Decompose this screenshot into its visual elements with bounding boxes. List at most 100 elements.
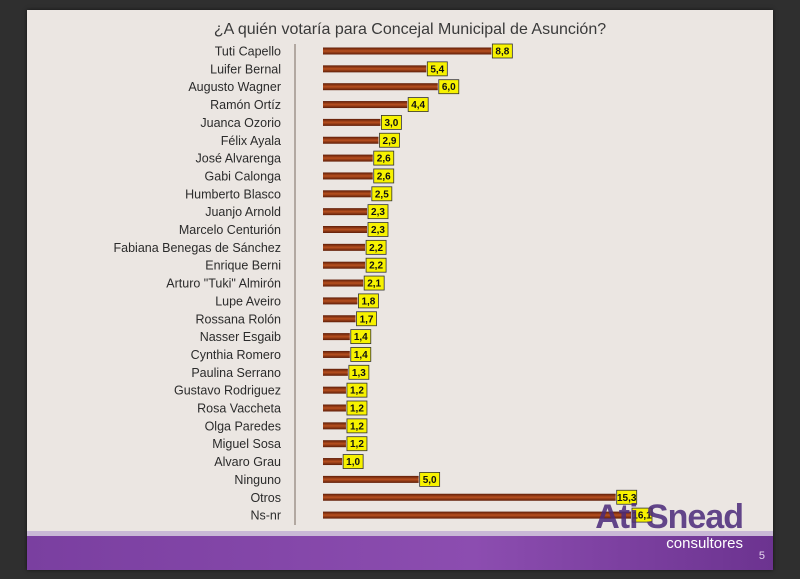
value-label-box bbox=[491, 43, 513, 59]
category-label: Nasser Esgaib bbox=[200, 330, 281, 344]
value-label-box bbox=[631, 507, 653, 523]
bar bbox=[323, 333, 350, 341]
category-label: José Alvarenga bbox=[196, 152, 282, 166]
value-label-box bbox=[616, 489, 638, 505]
bar bbox=[323, 261, 366, 269]
bar bbox=[323, 47, 492, 55]
category-label: Ninguno bbox=[234, 473, 281, 487]
category-label: Rosa Vaccheta bbox=[197, 402, 281, 416]
value-label-box bbox=[365, 257, 387, 273]
value-label-box bbox=[346, 400, 368, 416]
category-label: Lupe Aveiro bbox=[215, 294, 281, 308]
value-label: 2,2 bbox=[369, 243, 383, 254]
value-label-box bbox=[358, 293, 379, 309]
value-label: 8,8 bbox=[495, 47, 509, 58]
value-label: 1,0 bbox=[346, 457, 360, 468]
bar bbox=[323, 243, 366, 251]
bar bbox=[323, 101, 408, 109]
value-label-box bbox=[363, 275, 385, 291]
category-label: Gustavo Rodriguez bbox=[174, 384, 281, 398]
bar-chart: ¿A quién votaría para Concejal Municipal… bbox=[114, 21, 653, 525]
value-label: 2,1 bbox=[367, 279, 381, 290]
category-label: Juanca Ozorio bbox=[200, 116, 281, 130]
category-label: Ns-nr bbox=[250, 509, 281, 523]
value-label: 2,2 bbox=[369, 261, 383, 272]
value-label: 2,9 bbox=[383, 136, 397, 147]
bar bbox=[323, 154, 373, 162]
category-label: Arturo "Tuki" Almirón bbox=[166, 277, 281, 291]
value-label-box bbox=[356, 311, 377, 327]
bar bbox=[323, 315, 356, 323]
value-label: 2,6 bbox=[377, 171, 391, 182]
category-label: Luifer Bernal bbox=[210, 62, 281, 76]
value-label-box bbox=[346, 418, 368, 434]
value-label-box bbox=[373, 150, 395, 166]
category-label: Miguel Sosa bbox=[212, 437, 281, 451]
footer-band-accent bbox=[27, 531, 773, 536]
value-label-box bbox=[365, 239, 387, 255]
value-label-box bbox=[419, 471, 441, 487]
value-label: 2,3 bbox=[371, 225, 385, 236]
slide: ¿A quién votaría para Concejal Municipal… bbox=[27, 10, 773, 570]
category-label: Tuti Capello bbox=[215, 45, 281, 59]
value-label-box bbox=[426, 61, 448, 77]
bar bbox=[323, 226, 367, 233]
value-label-box bbox=[348, 364, 370, 380]
bar bbox=[323, 297, 358, 305]
bar bbox=[323, 386, 346, 394]
bar bbox=[323, 458, 343, 466]
bar bbox=[323, 422, 346, 430]
category-label: Fabiana Benegas de Sánchez bbox=[114, 241, 282, 255]
value-label-box bbox=[350, 347, 372, 362]
value-label-box bbox=[438, 79, 460, 95]
category-label: Félix Ayala bbox=[221, 134, 281, 148]
category-label: Alvaro Grau bbox=[214, 455, 281, 469]
bar bbox=[323, 118, 381, 126]
value-label: 2,3 bbox=[371, 207, 385, 218]
value-label-box bbox=[407, 97, 429, 112]
category-label: Marcelo Centurión bbox=[179, 223, 281, 237]
value-label: 4,4 bbox=[411, 100, 425, 111]
value-label: 16,1 bbox=[632, 511, 652, 522]
value-label-box bbox=[367, 222, 389, 237]
category-label: Olga Paredes bbox=[205, 419, 281, 433]
brand-subtitle: consultores bbox=[666, 535, 743, 552]
chart-title: ¿A quién votaría para Concejal Municipal… bbox=[214, 21, 606, 38]
value-label: 1,2 bbox=[350, 439, 364, 450]
bar bbox=[323, 404, 346, 412]
category-label: Gabi Calonga bbox=[205, 169, 281, 183]
value-label: 1,3 bbox=[352, 368, 366, 379]
value-label-box bbox=[346, 382, 368, 398]
value-label-box bbox=[367, 204, 389, 220]
category-label: Paulina Serrano bbox=[191, 366, 281, 380]
category-label: Cynthia Romero bbox=[191, 348, 281, 362]
bar bbox=[323, 83, 438, 91]
value-label: 1,7 bbox=[360, 314, 374, 325]
category-label: Ramón Ortíz bbox=[210, 98, 281, 112]
value-label: 1,8 bbox=[361, 296, 375, 307]
value-label: 1,2 bbox=[350, 386, 364, 397]
brand-name: Ati Snead bbox=[595, 498, 744, 536]
category-label: Enrique Berni bbox=[205, 259, 281, 273]
category-label: Humberto Blasco bbox=[185, 187, 281, 201]
bar bbox=[323, 350, 350, 358]
value-label-box bbox=[342, 454, 364, 469]
value-label: 2,5 bbox=[375, 189, 389, 200]
bar bbox=[323, 190, 371, 198]
category-label: Juanjo Arnold bbox=[205, 205, 281, 219]
bar bbox=[323, 511, 631, 519]
category-label: Augusto Wagner bbox=[188, 80, 281, 94]
category-label: Rossana Rolón bbox=[196, 312, 282, 326]
bar bbox=[323, 440, 346, 448]
value-label: 1,2 bbox=[350, 421, 364, 432]
value-label: 3,0 bbox=[384, 118, 398, 129]
value-label-box bbox=[350, 329, 372, 345]
bar bbox=[323, 136, 379, 144]
value-label-box bbox=[380, 115, 402, 130]
value-label: 1,2 bbox=[350, 404, 364, 415]
page-number: 5 bbox=[758, 550, 765, 562]
bar bbox=[323, 65, 427, 73]
bar bbox=[323, 475, 419, 483]
bar bbox=[323, 172, 373, 180]
brand-logo: Ati Snead consultores bbox=[595, 498, 744, 552]
